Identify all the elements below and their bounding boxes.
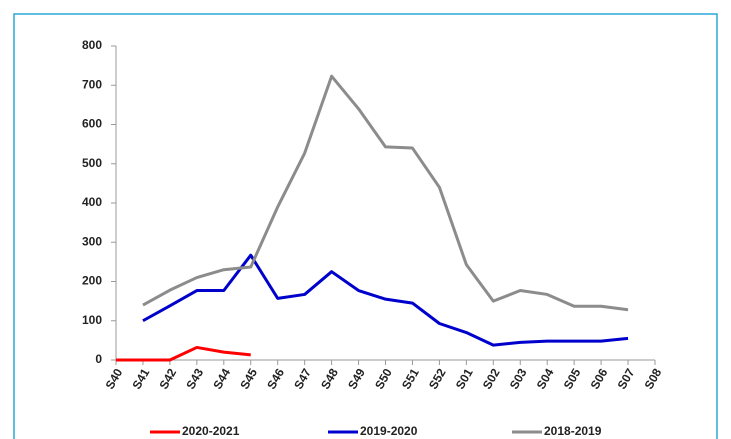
x-tick-label: S45: [237, 366, 260, 392]
x-tick-label: S52: [426, 366, 449, 392]
x-tick-label: S07: [615, 366, 638, 392]
x-tick-label: S44: [210, 366, 233, 392]
x-tick-label: S41: [129, 366, 152, 392]
legend-label: 2018-2019: [544, 424, 602, 438]
series-line: [142, 74, 629, 312]
y-tick-label: 600: [82, 117, 102, 131]
x-tick-label: S40: [103, 366, 126, 392]
series-line: [116, 345, 251, 362]
legend-label: 2020-2021: [182, 424, 240, 438]
x-tick-label: S46: [264, 366, 287, 392]
x-tick-label: S49: [345, 366, 368, 392]
x-tick-label: S47: [291, 366, 314, 392]
x-tick-label: S02: [480, 366, 503, 392]
y-tick-label: 100: [82, 313, 102, 327]
x-tick-label: S51: [399, 366, 422, 392]
y-tick-label: 700: [82, 77, 102, 91]
x-tick-label: S50: [372, 366, 395, 392]
y-tick-label: 500: [82, 156, 102, 170]
x-tick-label: S42: [156, 366, 179, 392]
x-tick-label: S01: [453, 366, 476, 392]
y-tick-label: 800: [82, 38, 102, 52]
x-tick-label: S05: [561, 366, 584, 392]
x-tick-label: S03: [507, 366, 530, 392]
y-tick-label: 200: [82, 274, 102, 288]
x-tick-label: S06: [588, 366, 611, 392]
legend-label: 2019-2020: [360, 424, 418, 438]
x-tick-label: S48: [318, 366, 341, 392]
y-tick-label: 0: [95, 352, 102, 366]
x-tick-label: S04: [534, 366, 557, 392]
series-line: [142, 253, 629, 347]
x-tick-label: S43: [183, 366, 206, 392]
y-tick-label: 300: [82, 234, 102, 248]
x-tick-label: S08: [642, 366, 665, 392]
y-tick-label: 400: [82, 195, 102, 209]
chart-border: [13, 13, 718, 439]
